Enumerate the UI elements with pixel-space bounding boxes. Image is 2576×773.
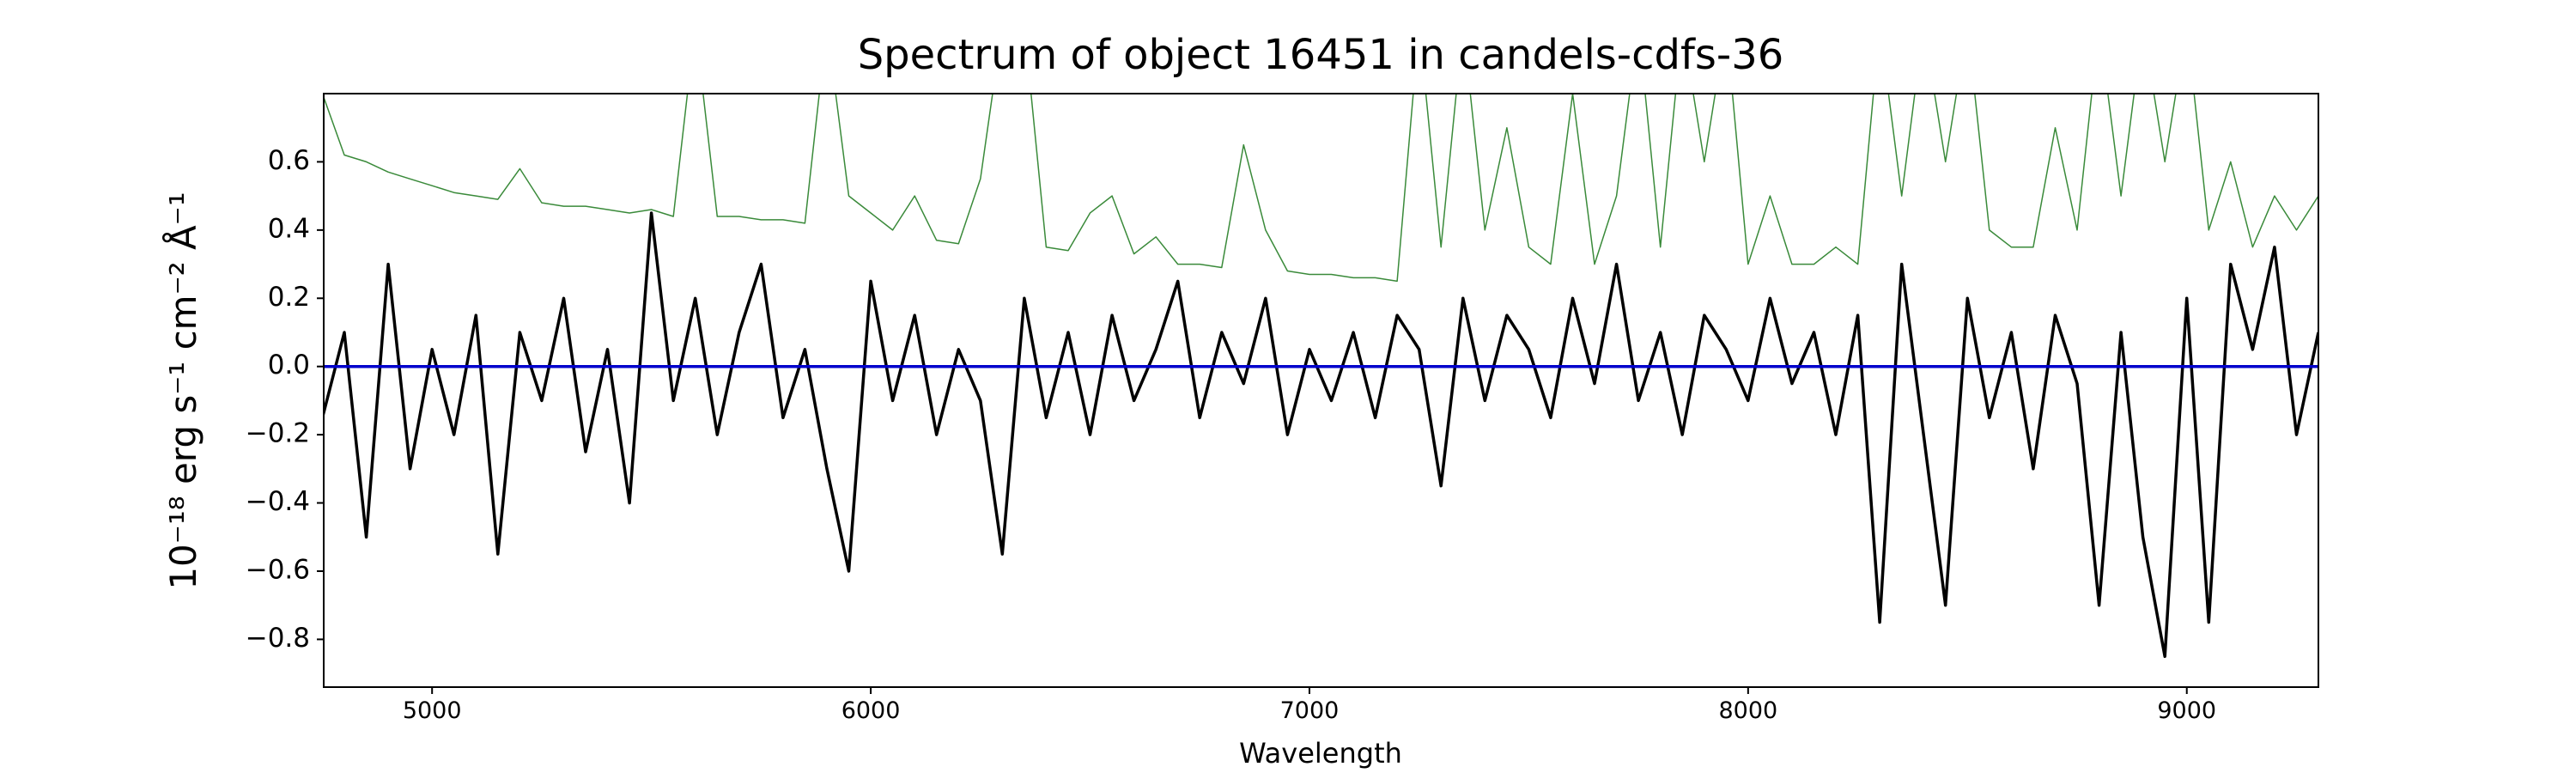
spectrum-line (324, 211, 2318, 659)
y-tick-label: 0.2 (268, 282, 310, 313)
x-tick-label: 9000 (2157, 697, 2216, 724)
y-tick-label: 0.4 (268, 213, 310, 244)
y-tick-label: 0.6 (268, 145, 310, 176)
x-tick-label: 7000 (1280, 697, 1340, 724)
spectrum-line (324, 94, 2318, 283)
y-tick-label: −0.2 (246, 418, 310, 449)
y-tick-label: −0.6 (246, 554, 310, 585)
x-tick-label: 8000 (1718, 697, 1777, 724)
y-tick-label: 0.0 (268, 350, 310, 380)
y-axis-label: 10⁻¹⁸ erg s⁻¹ cm⁻² Å⁻¹ (161, 192, 204, 589)
y-tick-label: −0.4 (246, 486, 310, 517)
chart-title: Spectrum of object 16451 in candels-cdfs… (858, 31, 1784, 79)
plot-frame (323, 93, 2319, 688)
x-axis-label: Wavelength (1239, 737, 1402, 770)
x-tick-label: 6000 (841, 697, 901, 724)
x-tick-label: 5000 (403, 697, 462, 724)
y-tick-label: −0.8 (246, 623, 310, 654)
plot-area (324, 94, 2318, 659)
